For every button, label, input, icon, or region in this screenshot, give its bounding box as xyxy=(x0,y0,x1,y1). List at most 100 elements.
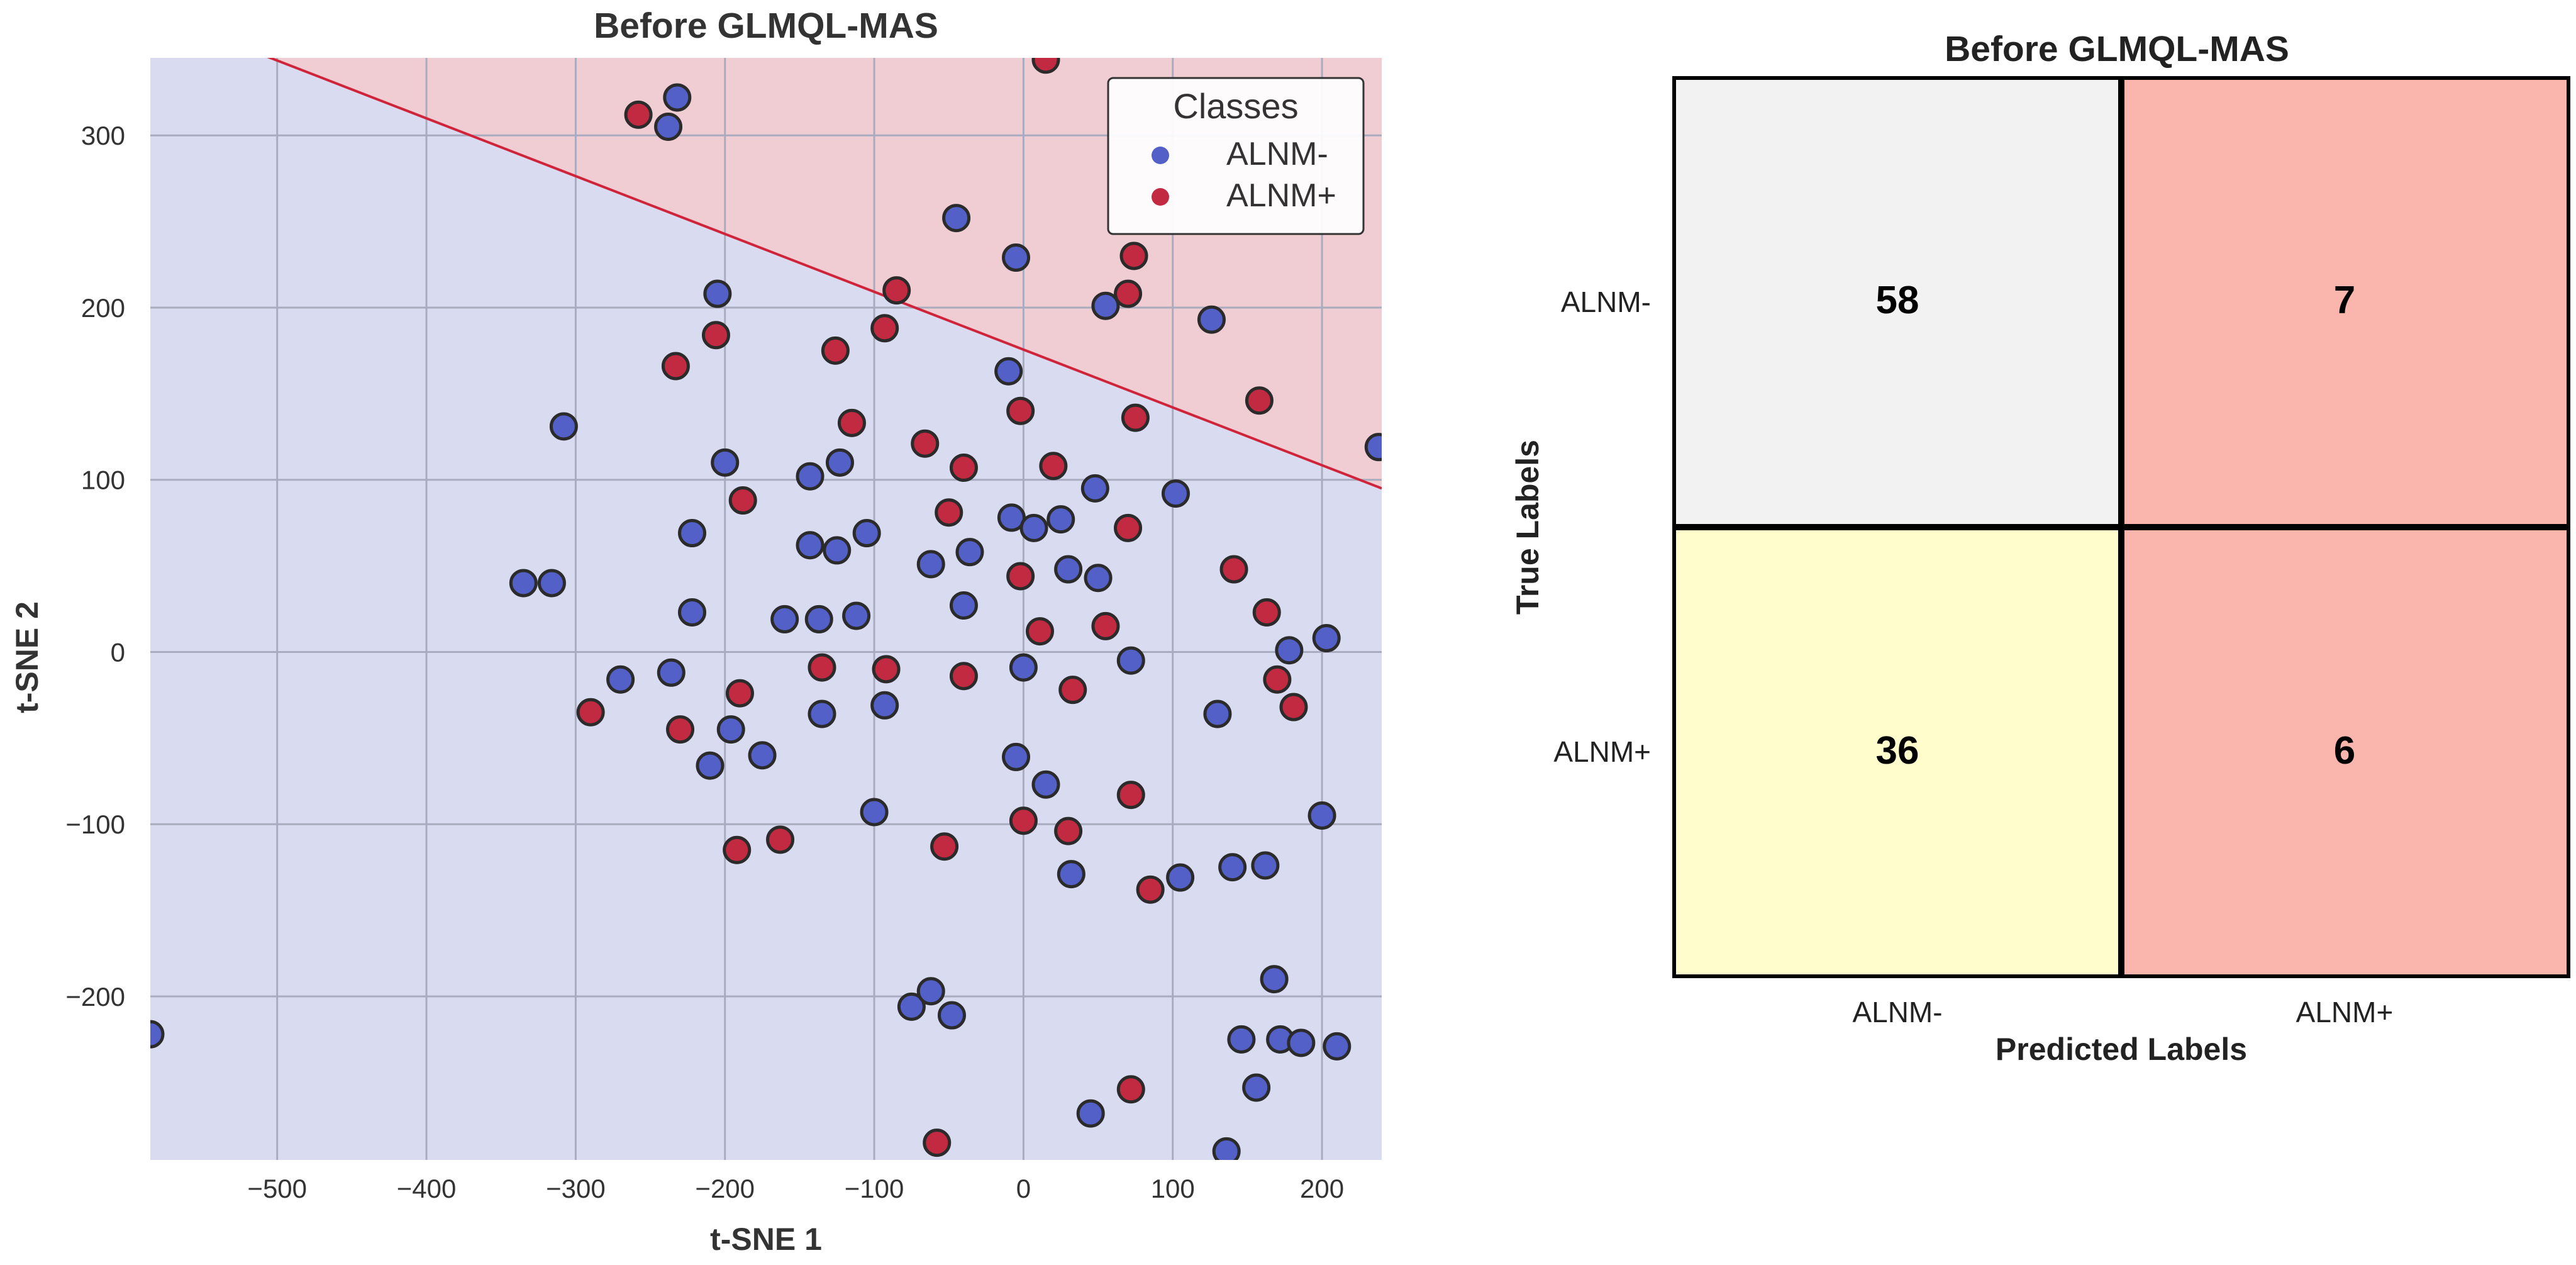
legend-marker-alnm-plus xyxy=(1152,188,1169,206)
point-alnm-minus xyxy=(663,83,692,112)
y-tick-label: −100 xyxy=(65,810,125,839)
point-alnm-minus xyxy=(1251,851,1280,880)
cell-value-1-1: 6 xyxy=(2334,729,2355,772)
point-alnm-plus xyxy=(624,100,653,129)
point-alnm-plus xyxy=(1006,396,1035,425)
point-alnm-plus xyxy=(725,679,754,708)
point-alnm-minus xyxy=(916,977,945,1006)
point-alnm-plus xyxy=(923,1128,952,1157)
point-alnm-minus xyxy=(537,569,566,598)
point-alnm-plus xyxy=(1006,562,1035,591)
point-alnm-minus xyxy=(1080,474,1109,503)
point-alnm-minus xyxy=(1002,243,1031,272)
x-axis-ticks: −500 −400 −300 −200 −100 0 100 200 xyxy=(247,1174,1344,1203)
x-tick-label: −300 xyxy=(546,1174,606,1203)
matrix-x-axis-label: Predicted Labels xyxy=(1996,1032,2247,1067)
point-alnm-minus xyxy=(808,699,836,728)
point-alnm-minus xyxy=(1019,513,1048,542)
point-alnm-plus xyxy=(1119,242,1148,270)
point-alnm-plus xyxy=(1121,403,1150,432)
point-alnm-plus xyxy=(935,498,963,527)
point-alnm-minus xyxy=(942,204,971,233)
point-alnm-plus xyxy=(949,454,978,482)
matrix-title: Before GLMQL-MAS xyxy=(1945,29,2289,69)
point-alnm-minus xyxy=(955,538,984,567)
point-alnm-minus xyxy=(796,531,824,560)
point-alnm-plus xyxy=(1058,676,1087,705)
matrix-cell-alnm-minus-alnm-minus xyxy=(1674,78,2121,527)
point-alnm-plus xyxy=(576,698,605,727)
point-alnm-minus xyxy=(949,591,978,620)
point-alnm-minus xyxy=(1287,1028,1316,1057)
plot-area xyxy=(150,58,1382,1160)
point-alnm-minus xyxy=(1197,305,1226,334)
point-alnm-minus xyxy=(770,605,799,633)
confusion-matrix: Before GLMQL-MAS 58 7 36 6 ALNM- ALNM+ A… xyxy=(1510,29,2570,1067)
point-alnm-plus xyxy=(1116,781,1145,810)
x-tick-label: 100 xyxy=(1151,1174,1195,1203)
scatter-points xyxy=(150,58,1382,1160)
point-alnm-plus xyxy=(882,276,911,305)
point-alnm-minus xyxy=(796,462,824,491)
point-alnm-minus xyxy=(1054,555,1083,584)
point-alnm-minus xyxy=(1307,801,1336,830)
x-tick-label: −500 xyxy=(247,1174,307,1203)
point-alnm-plus xyxy=(661,352,690,381)
row-label-alnm-minus: ALNM- xyxy=(1561,286,1651,318)
y-axis-label: t-SNE 2 xyxy=(9,601,45,713)
point-alnm-minus xyxy=(1009,653,1038,682)
point-alnm-plus xyxy=(666,715,695,744)
point-alnm-plus xyxy=(808,653,836,682)
point-alnm-minus xyxy=(696,751,724,780)
matrix-cell-alnm-plus-alnm-plus xyxy=(2121,527,2568,976)
point-alnm-plus xyxy=(1263,665,1292,694)
y-axis-ticks: −200 −100 0 100 200 300 xyxy=(65,121,125,1011)
scatter-chart: Before GLMQL-MAS −500 −400 −300 −200 −100 0 10… xyxy=(9,6,1382,1257)
cell-value-1-0: 36 xyxy=(1876,729,1919,772)
x-tick-label: −200 xyxy=(695,1174,755,1203)
point-alnm-plus xyxy=(1031,58,1060,74)
legend-label-alnm-minus: ALNM- xyxy=(1226,136,1328,172)
point-alnm-minus xyxy=(1166,863,1195,892)
matrix-y-axis-label: True Labels xyxy=(1510,440,1545,615)
point-alnm-minus xyxy=(150,1020,165,1049)
point-alnm-plus xyxy=(1136,875,1165,904)
point-alnm-minus xyxy=(1312,624,1341,653)
legend-title: Classes xyxy=(1173,86,1298,126)
point-alnm-plus xyxy=(872,655,901,684)
point-alnm-minus xyxy=(937,1001,966,1030)
point-alnm-minus xyxy=(1091,291,1120,320)
point-alnm-plus xyxy=(870,314,899,343)
x-tick-label: −100 xyxy=(845,1174,904,1203)
point-alnm-minus xyxy=(997,503,1026,532)
x-tick-label: 0 xyxy=(1016,1174,1031,1203)
point-alnm-plus xyxy=(837,408,866,437)
point-alnm-minus xyxy=(678,519,707,548)
point-alnm-minus xyxy=(509,569,538,598)
col-label-alnm-plus: ALNM+ xyxy=(2296,996,2394,1028)
point-alnm-minus xyxy=(1212,1137,1241,1160)
point-alnm-minus xyxy=(1323,1032,1352,1061)
col-label-alnm-minus: ALNM- xyxy=(1852,996,1942,1028)
legend-label-alnm-plus: ALNM+ xyxy=(1226,177,1336,214)
point-alnm-minus xyxy=(748,741,777,770)
scatter-title: Before GLMQL-MAS xyxy=(594,6,938,46)
point-alnm-plus xyxy=(1091,611,1120,640)
point-alnm-minus xyxy=(1002,742,1031,771)
point-alnm-minus xyxy=(842,601,871,630)
point-alnm-minus xyxy=(1275,636,1304,665)
point-alnm-minus xyxy=(1031,770,1060,799)
point-alnm-minus xyxy=(657,658,686,687)
point-alnm-minus xyxy=(1227,1025,1256,1054)
x-tick-label: −400 xyxy=(397,1174,457,1203)
point-alnm-minus xyxy=(870,691,899,720)
point-alnm-minus xyxy=(860,798,889,827)
point-alnm-plus xyxy=(1114,513,1143,542)
y-tick-label: 100 xyxy=(81,465,125,495)
y-tick-label: 300 xyxy=(81,121,125,150)
point-alnm-minus xyxy=(606,665,635,694)
point-alnm-minus xyxy=(703,279,732,308)
y-tick-label: 0 xyxy=(111,637,125,667)
point-alnm-minus xyxy=(1076,1099,1105,1128)
